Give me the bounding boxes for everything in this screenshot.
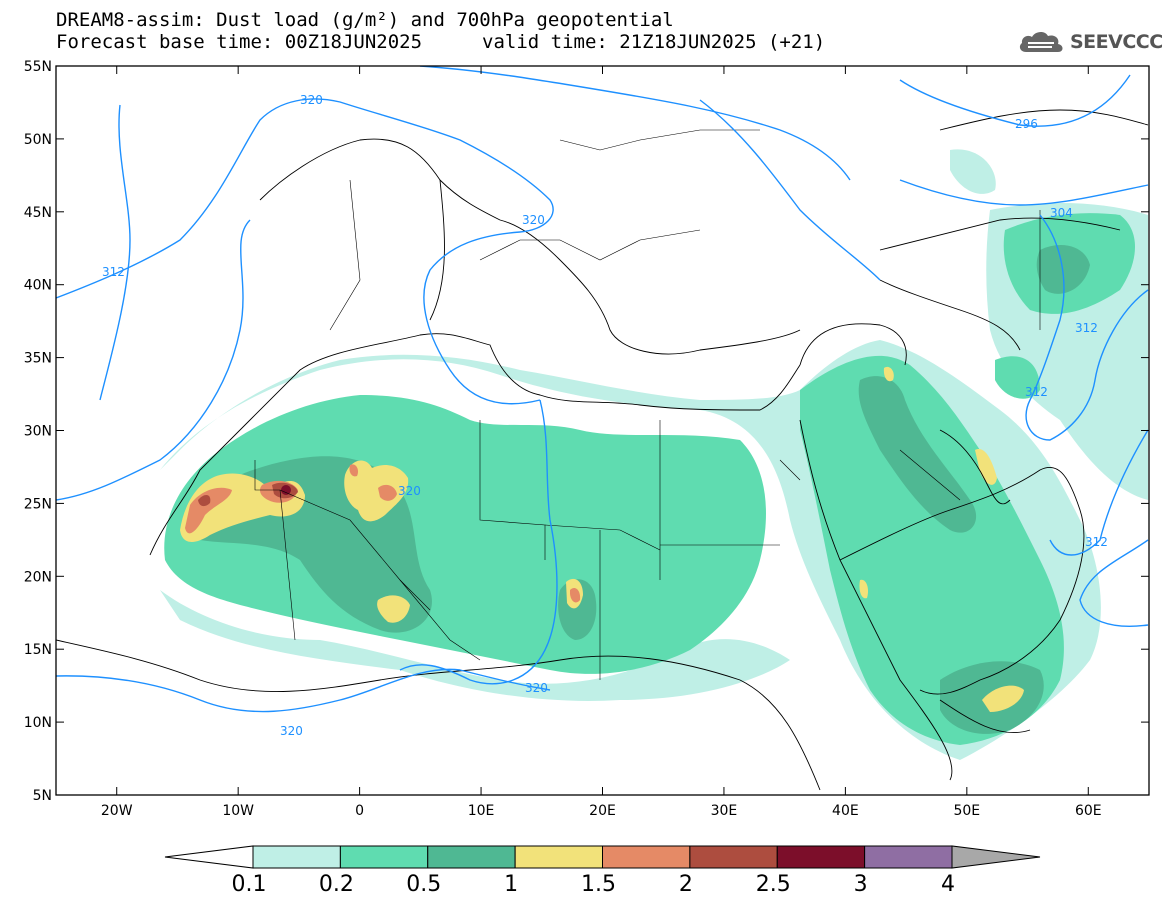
colorbar-swatch (427, 845, 516, 869)
colorbar-label: 2.5 (755, 872, 791, 897)
colorbar-low-triangle (164, 845, 254, 869)
colorbar-swatch (339, 845, 429, 869)
y-tick-label: 45N (24, 205, 52, 221)
contour-label: 312 (1025, 385, 1048, 399)
contour-label: 312 (102, 265, 125, 279)
y-tick-label: 55N (24, 59, 52, 75)
x-tick-label: 40E (832, 803, 859, 819)
geopotential-contours (56, 66, 1149, 713)
contour-label: 304 (1050, 206, 1073, 220)
x-tick-label: 30E (711, 803, 738, 819)
colorbar-label: 0.1 (231, 872, 267, 897)
contour-label: 320 (398, 484, 421, 498)
x-tick-label: 10W (222, 803, 254, 819)
contour-label: 312 (1085, 535, 1108, 549)
colorbar-label: 0.5 (406, 872, 442, 897)
colorbar-swatch (514, 845, 603, 869)
colorbar-label: 1.5 (581, 872, 616, 897)
colorbar (164, 845, 1041, 869)
y-tick-label: 35N (24, 351, 52, 367)
x-tick-label: 20W (101, 803, 133, 819)
valid-time: valid time: 21Z18JUN2025 (+21) (482, 31, 826, 53)
colorbar-swatch (252, 845, 341, 869)
y-axis: 55N 50N 45N 40N 35N 30N 25N 20N 15N 10N 5N (24, 59, 1149, 804)
colorbar-swatch (776, 845, 866, 869)
forecast-base-time: Forecast base time: 00Z18JUN2025 (56, 31, 423, 53)
cloud-logo-icon (1019, 31, 1063, 52)
y-tick-label: 40N (24, 278, 52, 294)
contour-labels: 320 312 320 320 320 320 296 304 312 312 … (102, 93, 1108, 738)
x-tick-label: 0 (355, 803, 364, 819)
colorbar-label: 3 (853, 872, 868, 897)
colorbar-label: 2 (678, 872, 693, 897)
x-tick-label: 50E (953, 803, 980, 819)
x-axis: 20W 10W 0 10E 20E 30E 40E 50E 60E (101, 66, 1102, 819)
contour-label: 320 (525, 681, 548, 695)
y-tick-label: 50N (24, 132, 52, 148)
logo-text: SEEVCCC (1070, 31, 1163, 53)
colorbar-high-triangle (951, 845, 1041, 869)
contour-label: 320 (280, 724, 303, 738)
colorbar-swatch (689, 845, 778, 869)
dust-field-darkred (281, 485, 291, 495)
country-borders (254, 129, 1041, 680)
contour-label: 312 (1075, 321, 1098, 335)
colorbar-label: 4 (941, 872, 955, 897)
seevccc-logo: SEEVCCC (1018, 26, 1163, 58)
colorbar-label: 0.2 (318, 872, 354, 897)
map-title: DREAM8-assim: Dust load (g/m²) and 700hP… (56, 9, 674, 31)
x-tick-label: 20E (589, 803, 616, 819)
y-tick-label: 15N (24, 642, 52, 658)
y-tick-label: 10N (24, 715, 52, 731)
y-tick-label: 5N (33, 788, 52, 804)
contour-label: 320 (300, 93, 323, 107)
x-tick-label: 10E (468, 803, 495, 819)
y-tick-label: 30N (24, 424, 52, 440)
colorbar-swatch (602, 845, 691, 869)
y-tick-label: 20N (24, 569, 52, 585)
contour-label: 320 (522, 213, 545, 227)
y-tick-label: 25N (24, 496, 52, 512)
colorbar-label: 1 (504, 872, 519, 897)
contour-label: 296 (1015, 117, 1038, 131)
x-tick-label: 60E (1075, 803, 1102, 819)
colorbar-swatch (864, 845, 953, 869)
